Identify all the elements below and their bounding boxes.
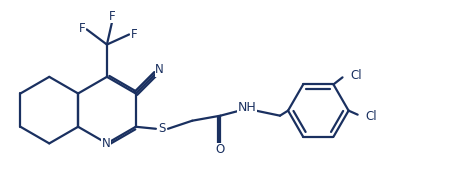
Text: NH: NH <box>237 101 256 114</box>
Text: F: F <box>78 22 85 35</box>
Text: S: S <box>158 122 165 135</box>
Text: F: F <box>131 28 137 41</box>
Text: N: N <box>155 63 164 76</box>
Text: O: O <box>216 143 225 156</box>
Text: F: F <box>109 10 115 23</box>
Text: Cl: Cl <box>350 69 362 82</box>
Text: N: N <box>102 137 110 150</box>
Text: Cl: Cl <box>366 110 377 123</box>
